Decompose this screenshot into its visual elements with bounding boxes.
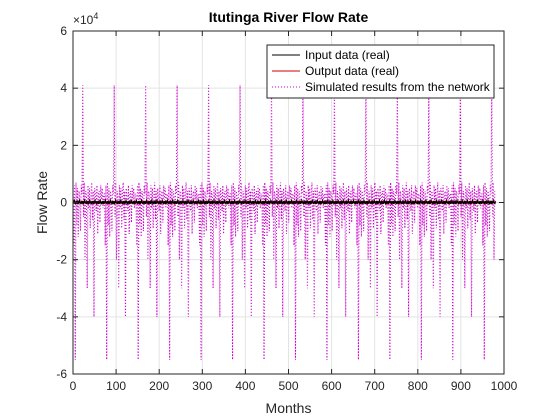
ticks: 0 100 200 300 400 500 600 700 800 900 1000 -6 -4 -2 0 2… <box>56 24 517 393</box>
y-tick-label: -6 <box>56 367 67 381</box>
y-tick-label: -2 <box>56 253 67 267</box>
y-tick-label: 6 <box>60 24 67 38</box>
x-tick-label: 900 <box>451 379 471 393</box>
legend-box <box>266 44 495 99</box>
x-tick-label: 200 <box>149 379 169 393</box>
legend-entry: Simulated results from the network <box>305 80 491 94</box>
y-axis-label: Flow Rate <box>34 171 50 234</box>
legend: Input data (real) Output data (real) Simul… <box>266 44 495 99</box>
y-tick-label: 0 <box>60 196 67 210</box>
x-tick-label: 1000 <box>491 379 518 393</box>
chart-title: Itutinga River Flow Rate <box>209 9 369 25</box>
x-tick-label: 400 <box>235 379 255 393</box>
x-tick-label: 700 <box>365 379 385 393</box>
series-layer <box>72 85 496 360</box>
y-tick-label: 2 <box>60 138 67 152</box>
series-line-0 <box>72 198 496 206</box>
y-axis-multiplier-exponent: 4 <box>93 11 98 21</box>
x-tick-label: 600 <box>322 379 342 393</box>
y-axis-multiplier: ×104 <box>73 11 98 27</box>
series-line-2 <box>72 85 496 360</box>
y-tick-label: -4 <box>56 310 67 324</box>
x-tick-label: 100 <box>106 379 126 393</box>
x-axis-label: Months <box>266 400 312 416</box>
legend-entry: Output data (real) <box>305 64 399 78</box>
legend-entry: Input data (real) <box>305 48 390 62</box>
x-tick-label: 300 <box>192 379 212 393</box>
x-tick-label: 800 <box>408 379 428 393</box>
y-tick-label: 4 <box>60 81 67 95</box>
y-axis-multiplier-base: ×10 <box>73 13 94 27</box>
x-tick-label: 0 <box>70 379 77 393</box>
x-tick-label: 500 <box>278 379 298 393</box>
